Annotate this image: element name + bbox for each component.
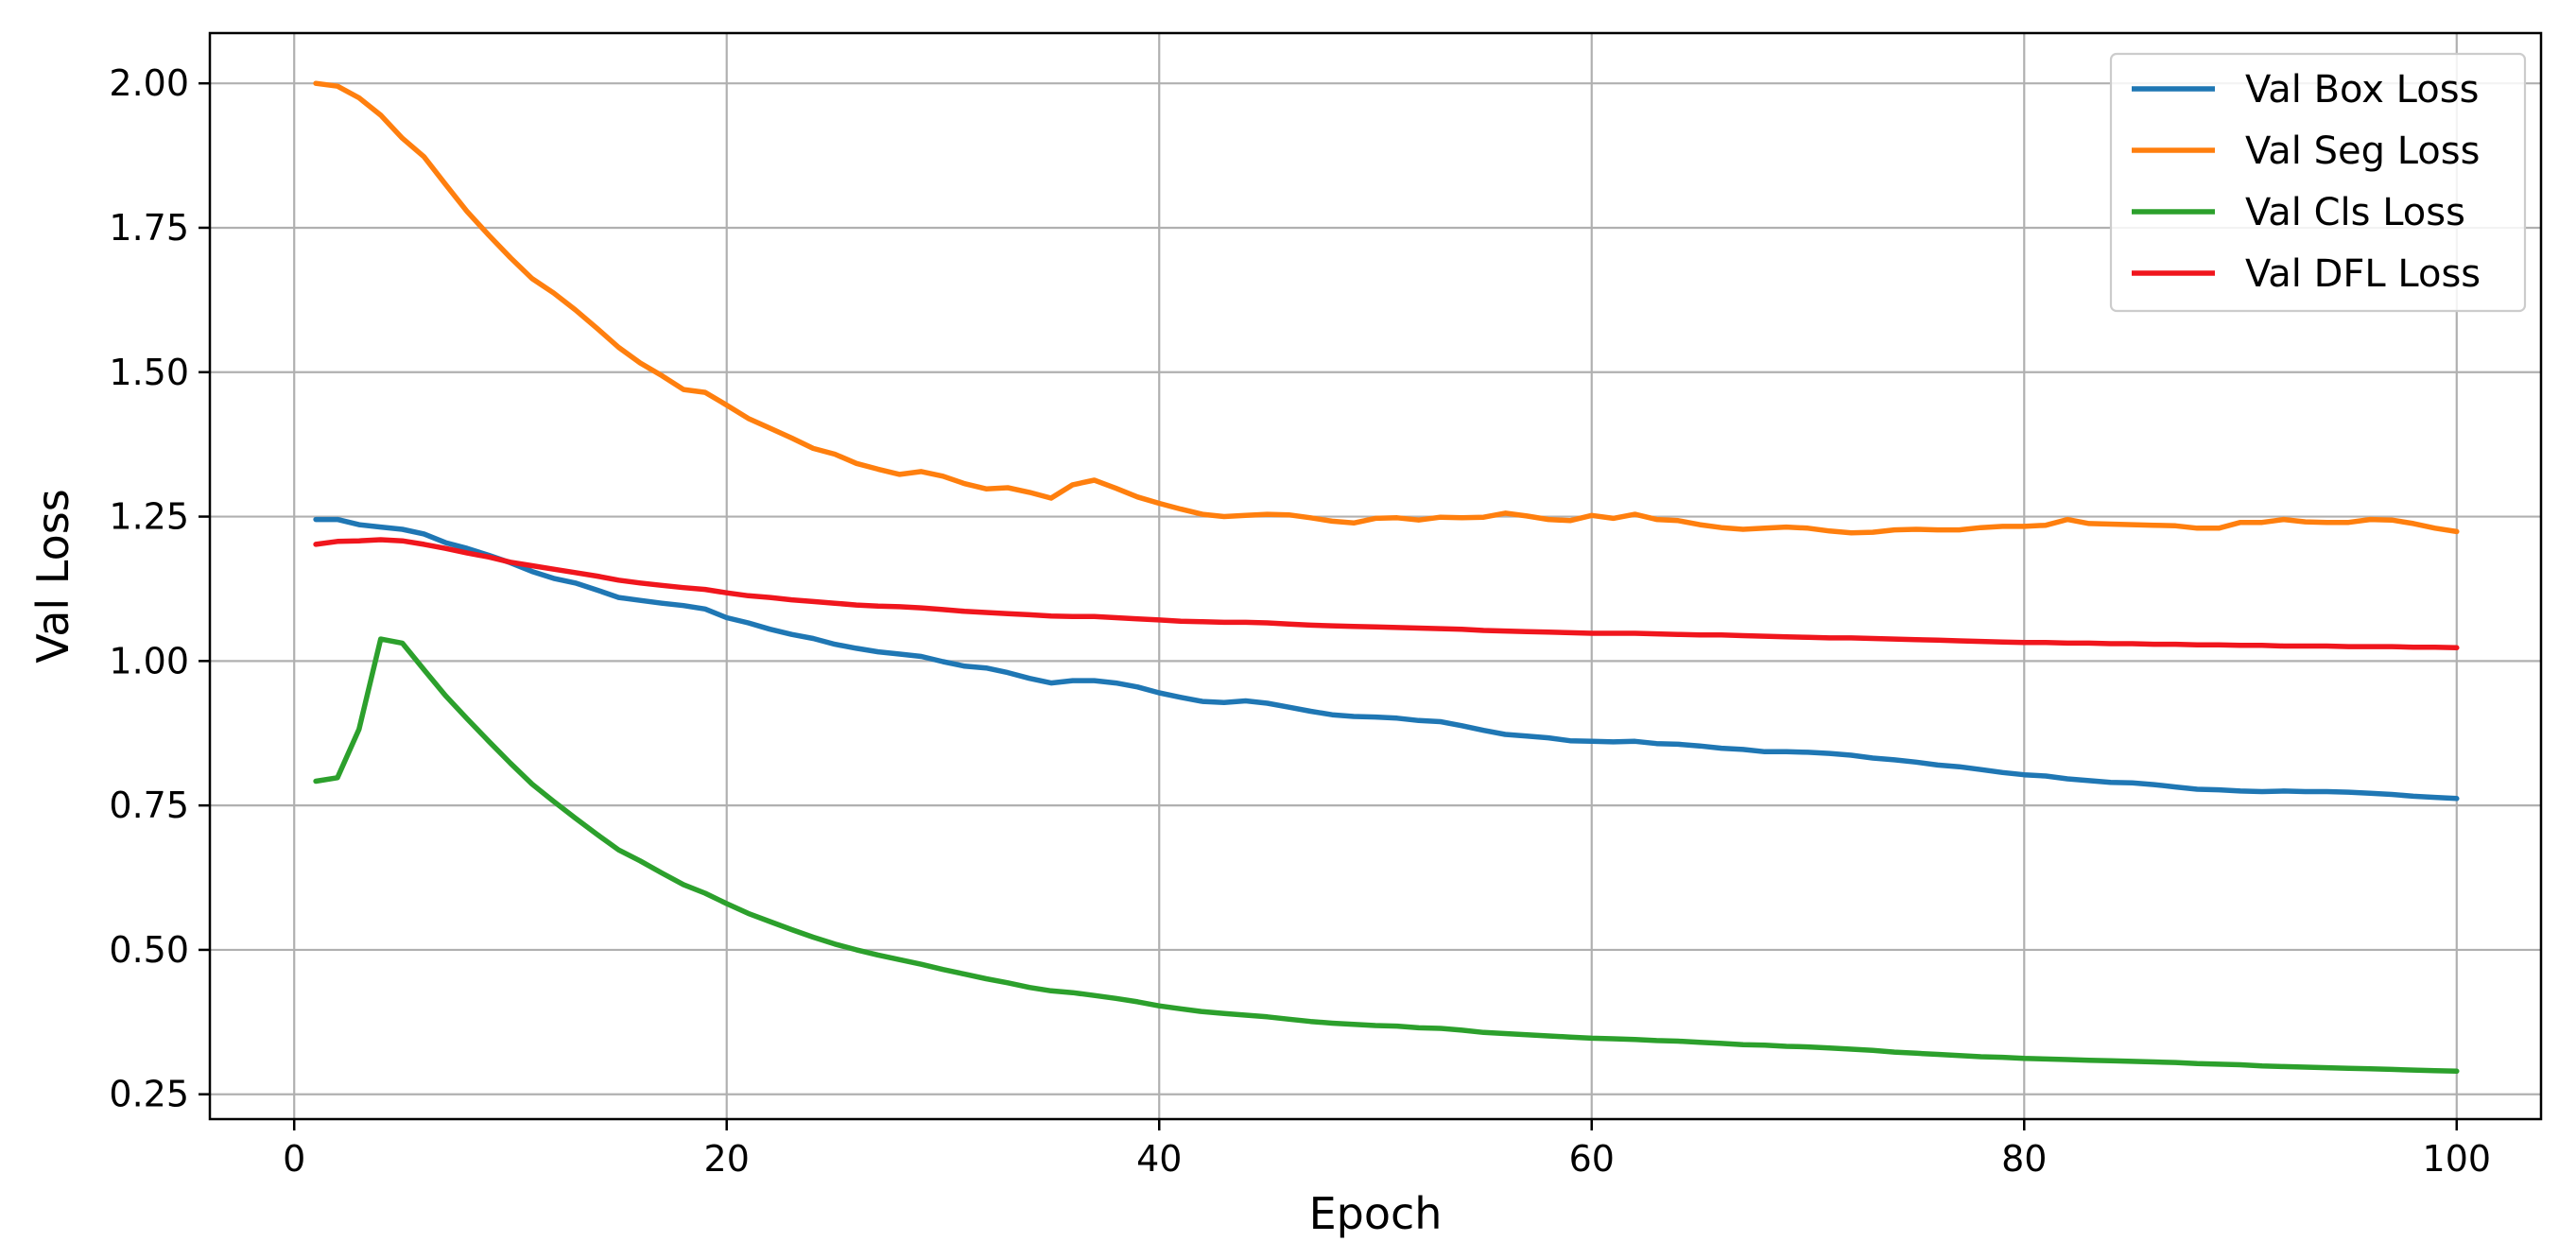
y-tick-label: 0.75 (109, 785, 189, 826)
legend-label-val-dfl-loss: Val DFL Loss (2245, 252, 2481, 296)
series-line-val-seg-loss (313, 80, 2460, 536)
y-tick-label: 1.25 (109, 496, 189, 538)
x-tick-label: 40 (1136, 1138, 1182, 1180)
legend-label-val-seg-loss: Val Seg Loss (2245, 129, 2480, 173)
y-tick-label: 1.00 (109, 640, 189, 681)
legend: Val Box Loss Val Seg Loss Val Cls Loss Val … (2109, 52, 2527, 313)
plot-frame (208, 31, 2543, 1121)
y-tick-label: 1.75 (109, 207, 189, 249)
y-axis-label: Val Loss (27, 489, 78, 663)
y-tick-label: 2.00 (109, 62, 189, 104)
y-tick-label: 0.50 (109, 929, 189, 971)
y-tick-label: 0.25 (109, 1074, 189, 1115)
series-line-val-box-loss (313, 516, 2460, 802)
axis-ticks: 0 20 40 60 80 100 0.25 0.50 0.75 1.00 1.25 1.50 1.75… (109, 62, 2491, 1180)
legend-label-val-box-loss: Val Box Loss (2245, 68, 2479, 112)
y-tick-label: 1.50 (109, 352, 189, 393)
x-tick-label: 60 (1569, 1138, 1615, 1180)
x-axis-label: Epoch (1309, 1188, 1443, 1239)
legend-box (2109, 52, 2527, 313)
series-line-val-cls-loss (313, 636, 2460, 1075)
x-tick-label: 80 (2001, 1138, 2047, 1180)
series-lines (313, 80, 2460, 1075)
legend-label-val-cls-loss: Val Cls Loss (2245, 191, 2465, 234)
x-tick-label: 0 (283, 1138, 305, 1180)
series-line-val-dfl-loss (313, 537, 2460, 651)
x-tick-label: 20 (704, 1138, 750, 1180)
x-tick-label: 100 (2423, 1138, 2492, 1180)
